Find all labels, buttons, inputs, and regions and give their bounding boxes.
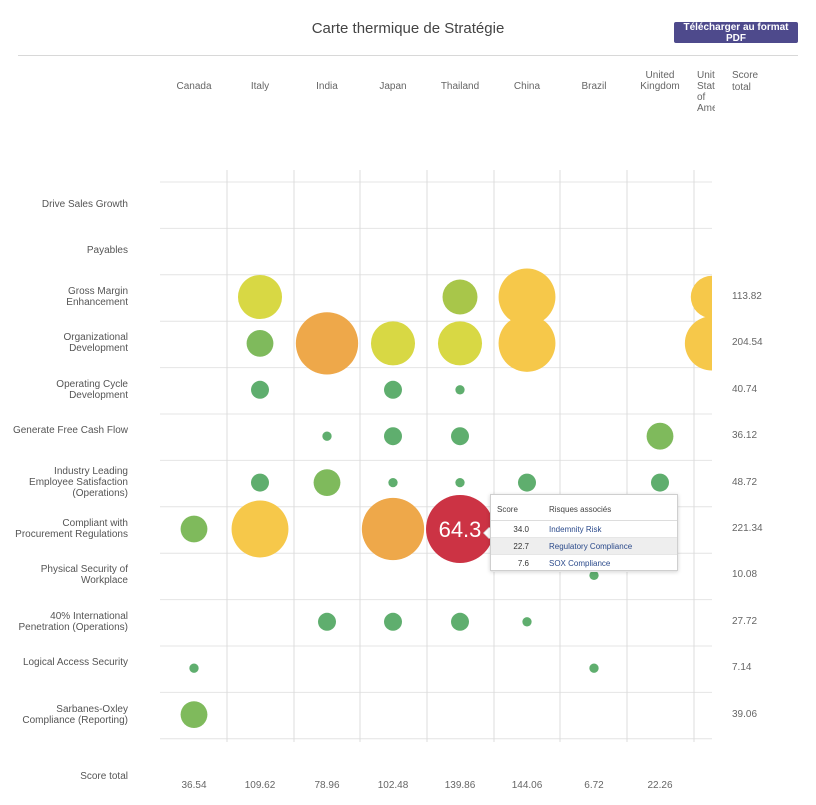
column-score-total: 109.62 xyxy=(244,780,276,791)
row-label: Logical Access Security xyxy=(22,657,128,669)
row-label: Physical Security of Workplace xyxy=(40,564,128,587)
bubble-japan[interactable] xyxy=(361,497,425,561)
tooltip-row: 34.0 Indemnity Risk xyxy=(491,520,677,538)
row-score-total: 40.74 xyxy=(732,383,758,395)
header-divider xyxy=(18,55,798,56)
bubble-canada[interactable] xyxy=(189,663,199,673)
tooltip-score: 34.0 xyxy=(491,520,543,538)
tooltip-risk-link[interactable]: Regulatory Compliance xyxy=(543,537,677,555)
bubble-united-kingdom[interactable] xyxy=(646,422,674,450)
column-score-total: 6.72 xyxy=(584,780,604,791)
bubble-japan[interactable] xyxy=(388,477,398,488)
column-header: Canada xyxy=(176,81,212,92)
column-score-total: 36.54 xyxy=(181,780,207,791)
tooltip-arrow xyxy=(484,527,490,539)
bubble-italy[interactable] xyxy=(251,380,269,399)
row-label: Sarbanes-Oxley Compliance (Reporting) xyxy=(22,703,128,726)
bubble-china[interactable] xyxy=(498,268,556,326)
row-score-total: 48.72 xyxy=(732,476,758,488)
bubble-united-kingdom[interactable] xyxy=(651,473,669,492)
page-title: Carte thermique de Stratégie xyxy=(311,20,505,37)
row-label: Drive Sales Growth xyxy=(41,198,128,210)
tooltip-score: 7.6 xyxy=(491,554,543,572)
tooltip-risk-link[interactable]: SOX Compliance xyxy=(543,554,677,572)
row-label: Generate Free Cash Flow xyxy=(12,425,128,437)
column-header: United States of America xyxy=(697,70,715,114)
bubble-brazil[interactable] xyxy=(589,663,599,673)
bubble-united-states-of-america[interactable] xyxy=(690,275,733,319)
row-score-total: 10.08 xyxy=(732,569,758,581)
bubble-thailand[interactable] xyxy=(442,279,478,315)
bubble-thailand[interactable] xyxy=(455,477,465,488)
bubble-value-label: 64.3 xyxy=(439,517,482,542)
bubble-china[interactable] xyxy=(522,617,532,627)
bubble-italy[interactable] xyxy=(246,329,274,357)
tooltip-risk-link[interactable]: Indemnity Risk xyxy=(543,520,677,538)
row-label: Organizational Development xyxy=(63,332,128,355)
column-score-total: 144.06 xyxy=(511,780,543,791)
risk-tooltip: Score Risques associés 34.0 Indemnity Ri… xyxy=(490,494,678,572)
bubble-japan[interactable] xyxy=(384,380,402,399)
bubble-china[interactable] xyxy=(518,473,536,492)
bubble-brazil[interactable] xyxy=(589,570,599,581)
column-header: Thailand xyxy=(440,81,480,92)
bubble-canada[interactable] xyxy=(180,701,208,729)
row-score-total: 27.72 xyxy=(732,615,758,627)
row-label: Industry Leading Employee Satisfaction (… xyxy=(29,466,128,500)
tooltip-score: 22.7 xyxy=(491,537,543,555)
column-score-total: 78.96 xyxy=(314,780,340,791)
row-label: 40% International Penetration (Operation… xyxy=(18,610,128,633)
bubble-india[interactable] xyxy=(313,469,341,497)
bubble-japan[interactable] xyxy=(384,612,402,631)
column-header: United Kingdom xyxy=(640,70,680,92)
bubble-india[interactable] xyxy=(318,612,336,631)
row-label: Operating Cycle Development xyxy=(56,378,128,401)
row-score-total: 36.12 xyxy=(732,430,758,442)
bubble-india[interactable] xyxy=(322,431,332,441)
bubble-thailand[interactable] xyxy=(451,427,469,446)
bubble-thailand[interactable] xyxy=(437,321,483,366)
row-score-total-header: Score total xyxy=(732,70,759,93)
bubble-china[interactable] xyxy=(498,314,556,372)
bubble-united-states-of-america[interactable] xyxy=(684,316,739,371)
column-header: Japan xyxy=(379,81,407,92)
bubble-thailand[interactable] xyxy=(426,495,494,563)
bubble-italy[interactable] xyxy=(237,274,283,320)
row-label: Compliant with Procurement Regulations xyxy=(15,518,128,540)
column-header: India xyxy=(316,81,338,92)
row-score-total: 113.82 xyxy=(732,291,762,302)
row-score-total: 221.34 xyxy=(732,523,763,534)
column-header: Italy xyxy=(250,81,270,92)
tooltip-row: 22.7 Regulatory Compliance xyxy=(491,537,677,555)
row-score-total: 204.54 xyxy=(732,337,763,349)
column-score-total: 102.48 xyxy=(377,780,409,791)
download-pdf-button[interactable]: Télécharger au format PDF xyxy=(674,22,798,44)
row-score-total: 39.06 xyxy=(732,708,758,720)
row-label: Payables xyxy=(86,245,128,257)
bubble-india[interactable] xyxy=(295,312,359,375)
row-label: Gross Margin Enhancement xyxy=(66,286,128,308)
bubble-japan[interactable] xyxy=(370,321,416,366)
column-header: China xyxy=(513,81,541,92)
tooltip-score-header: Score xyxy=(491,495,543,521)
bubble-canada[interactable] xyxy=(180,515,208,543)
row-score-total: 7.14 xyxy=(732,662,752,674)
bubble-italy[interactable] xyxy=(251,473,269,492)
column-score-total: 139.86 xyxy=(444,780,476,791)
tooltip-risks-header: Risques associés xyxy=(543,495,677,521)
bubble-italy[interactable] xyxy=(231,500,289,558)
bubble-japan[interactable] xyxy=(384,427,402,446)
bubble-thailand[interactable] xyxy=(455,385,465,395)
column-score-total: 22.26 xyxy=(647,780,673,791)
tooltip-row: 7.6 SOX Compliance xyxy=(491,554,677,572)
bubble-thailand[interactable] xyxy=(451,612,469,631)
column-score-total-label: Score total xyxy=(80,771,128,782)
column-header: Brazil xyxy=(581,81,607,92)
